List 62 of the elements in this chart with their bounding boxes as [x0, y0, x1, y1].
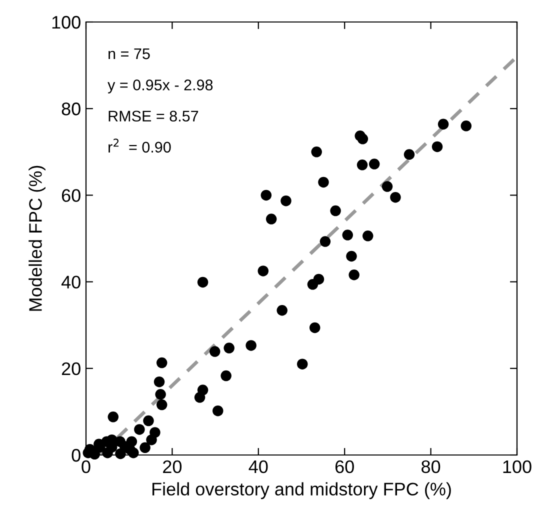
- point: [209, 346, 220, 357]
- x-tick-label: 20: [163, 460, 182, 474]
- point: [89, 448, 100, 460]
- point: [357, 134, 368, 144]
- point: [460, 120, 472, 132]
- point: [154, 376, 165, 388]
- point: [342, 230, 353, 240]
- point: [194, 392, 206, 403]
- y-tick-label: 0: [72, 448, 80, 462]
- point: [128, 447, 139, 458]
- point: [134, 424, 145, 435]
- point: [224, 342, 234, 354]
- point: [309, 322, 320, 334]
- point: [266, 214, 277, 224]
- point: [156, 357, 168, 368]
- point: [313, 274, 324, 285]
- point: [220, 370, 232, 382]
- x-tick-label: 40: [248, 460, 268, 474]
- point: [320, 236, 331, 247]
- point: [390, 192, 401, 203]
- point: [311, 146, 322, 158]
- point: [356, 160, 368, 170]
- point: [258, 266, 269, 276]
- y-tick-label: 100: [52, 16, 80, 29]
- point: [155, 389, 166, 400]
- y-tick-label: 20: [62, 362, 80, 376]
- annotation: RMSE = 8.57: [108, 110, 198, 122]
- point: [197, 276, 208, 288]
- point: [296, 358, 308, 370]
- point: [404, 149, 415, 160]
- x-tick-label: 0: [82, 460, 90, 474]
- point: [143, 415, 154, 426]
- point: [212, 405, 224, 416]
- point: [260, 190, 272, 201]
- x-axis-title: Field overstory and midstory FPC (%): [152, 482, 451, 500]
- x-tick-label: 80: [422, 460, 440, 474]
- annotation: n = 75: [108, 48, 150, 60]
- y-tick-label: 40: [61, 276, 80, 289]
- x-tick-label: 60: [335, 460, 354, 474]
- y-tick-label: 80: [62, 102, 80, 116]
- y-axis-title: Modelled FPC (%): [28, 166, 46, 311]
- annotation: r$^{2}$ = 0.90: [108, 138, 171, 153]
- point: [102, 447, 113, 458]
- point: [432, 141, 443, 152]
- point: [330, 205, 341, 216]
- point: [146, 434, 157, 446]
- point: [246, 340, 256, 351]
- point: [108, 412, 119, 422]
- point: [276, 305, 288, 316]
- annotation: y = 0.95x - 2.98: [108, 80, 213, 94]
- point: [140, 442, 150, 454]
- point: [438, 118, 449, 130]
- point: [348, 269, 360, 280]
- x-tick-label: 100: [503, 460, 532, 474]
- point: [280, 195, 292, 206]
- point: [382, 181, 393, 192]
- point: [346, 250, 357, 262]
- point: [156, 399, 168, 410]
- point: [318, 176, 329, 188]
- point: [362, 230, 374, 242]
- point: [368, 158, 380, 170]
- y-tick-label: 60: [62, 189, 80, 202]
